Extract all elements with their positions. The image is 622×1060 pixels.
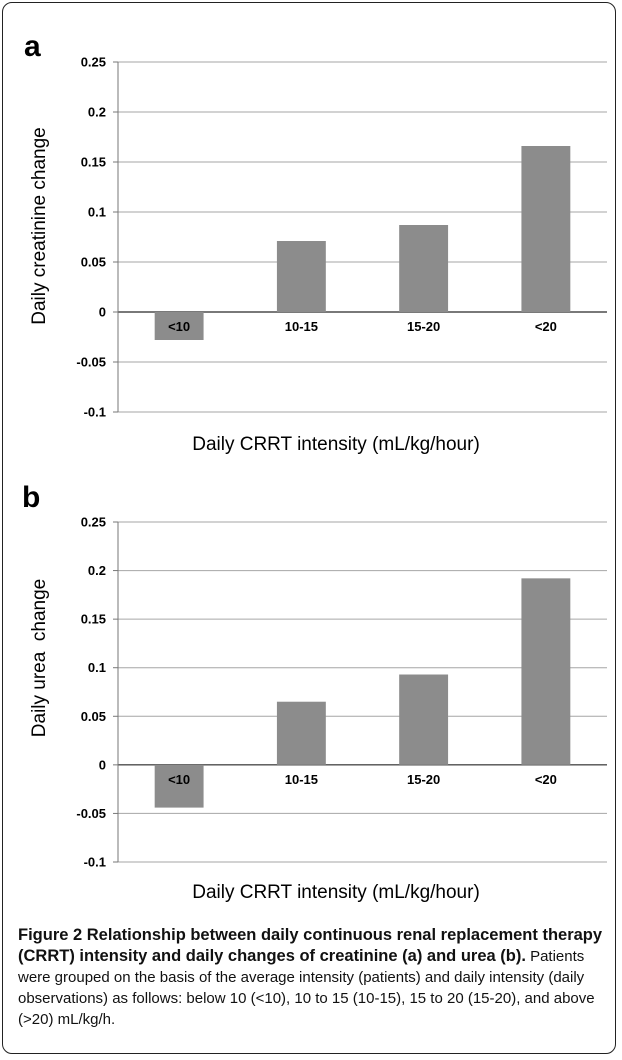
panel-b: b 0.25 0.2 0.15 0.1 0.05 0 -0.05 -0.1 <10 10-15 15… [0,475,622,920]
y-tick-label: -0.1 [84,855,106,870]
y-tick-label: 0.2 [88,563,106,578]
y-tick-label: 0.25 [81,515,106,530]
y-tick-label: 0.15 [81,155,106,170]
caption-body: Patients were grouped on the basis of th… [18,948,595,1028]
y-tick-label: 0 [99,305,106,320]
x-tick-label: 10-15 [285,319,318,334]
y-tick-label: 0.15 [81,612,106,627]
x-tick-label: 15-20 [407,772,440,787]
y-tick-label: -0.05 [76,355,106,370]
bar-1 [276,241,326,312]
bar-3 [521,146,571,312]
figure-caption: Figure 2 Relationship between daily cont… [18,925,608,1030]
y-tick-label: -0.05 [76,806,106,821]
x-tick-label: <20 [535,319,557,334]
chart-b: 0.25 0.2 0.15 0.1 0.05 0 -0.05 -0.1 <10 10-15 15-2… [76,515,607,870]
panel-letter: b [22,481,41,514]
bar-1 [276,701,326,765]
y-tick-label: -0.1 [84,405,106,420]
bar-3 [521,578,571,765]
y-axis-label: Daily creatinine change [29,127,50,325]
y-tick-label: 0.25 [81,55,106,70]
x-tick-label: <10 [168,319,190,334]
chart-a: 0.25 0.2 0.15 0.1 0.05 0 -0.05 -0.1 <10 10-15 15-2… [76,55,607,420]
y-tick-label: 0.05 [81,709,106,724]
y-axis-label: Daily urea change [29,578,50,738]
figure-frame [2,2,616,1054]
bar-2 [399,225,449,312]
panel-letter: a [24,30,41,63]
bar-2 [399,674,449,765]
x-tick-label: <10 [168,772,190,787]
y-tick-label: 0 [99,757,106,772]
x-axis-label: Daily CRRT intensity (mL/kg/hour) [192,434,480,455]
x-tick-label: 10-15 [285,772,318,787]
x-axis-label: Daily CRRT intensity (mL/kg/hour) [192,882,480,903]
y-tick-label: 0.05 [81,255,106,270]
bar-0 [154,312,204,340]
y-tick-label: 0.1 [88,205,106,220]
y-tick-label: 0.2 [88,105,106,120]
y-tick-label: 0.1 [88,660,106,675]
bar-0 [154,764,204,808]
panel-a: a 0.25 0.2 0.15 0.1 0.05 0 -0.05 -0.1 <10 10-15 15… [0,0,622,470]
caption-title: Figure 2 Relationship between daily cont… [18,926,603,965]
x-tick-label: <20 [535,772,557,787]
x-tick-label: 15-20 [407,319,440,334]
